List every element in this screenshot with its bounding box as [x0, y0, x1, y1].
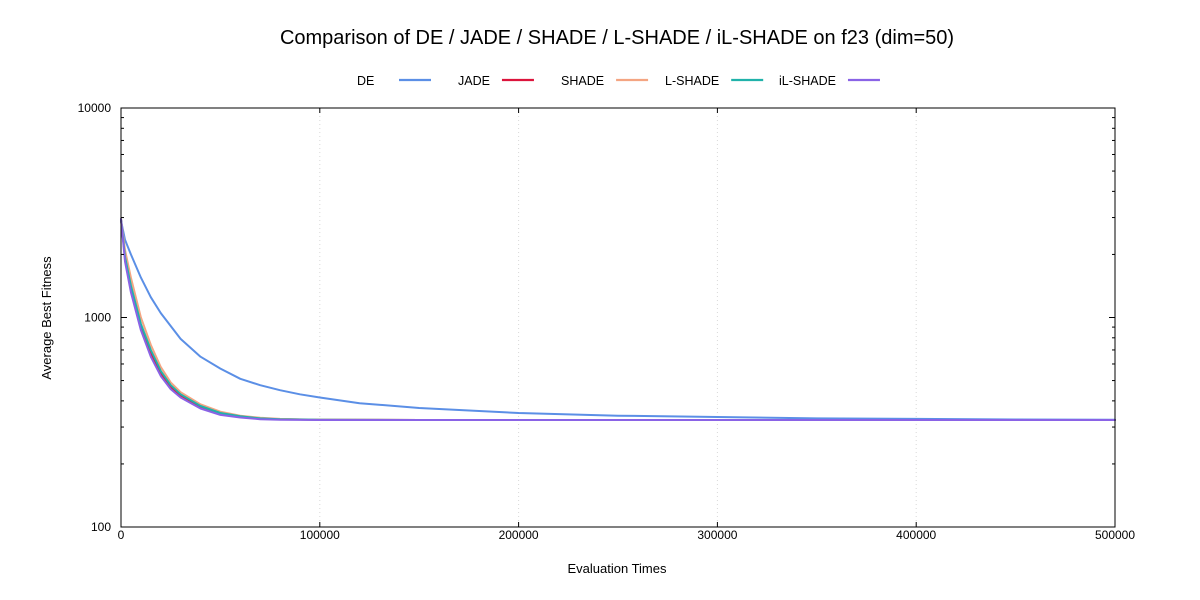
- series-line-shade: [120, 218, 1116, 421]
- x-tick-label: 0: [118, 528, 125, 542]
- chart-title: Comparison of DE / JADE / SHADE / L-SHAD…: [280, 27, 954, 49]
- legend-label-de: DE: [357, 74, 374, 88]
- legend-label-il-shade: iL-SHADE: [779, 74, 836, 88]
- legend: DE JADE SHADE L-SHADE iL-SHADE: [357, 74, 880, 88]
- series-line-de: [120, 219, 1116, 421]
- y-tick-label: 100: [91, 520, 111, 534]
- x-tick-label: 400000: [896, 528, 936, 542]
- y-tick-label: 10000: [78, 101, 112, 115]
- y-axis-label: Average Best Fitness: [39, 256, 54, 380]
- legend-label-jade: JADE: [458, 74, 490, 88]
- plot-series: [120, 218, 1116, 421]
- series-line-il-shade: [120, 218, 1116, 421]
- x-tick-label: 100000: [300, 528, 340, 542]
- legend-label-l-shade: L-SHADE: [665, 74, 719, 88]
- plot-frame: [120, 107, 1116, 528]
- x-tick-label: 500000: [1095, 528, 1135, 542]
- series-line-jade: [120, 218, 1116, 421]
- x-axis-label: Evaluation Times: [568, 561, 667, 576]
- grid-lines: [319, 108, 917, 527]
- x-tick-label: 200000: [499, 528, 539, 542]
- axis-ticks: 0 100000 200000 300000 400000 500000 100 1000 10…: [78, 101, 1136, 542]
- y-tick-label: 1000: [84, 311, 111, 325]
- x-tick-label: 300000: [697, 528, 737, 542]
- series-line-l-shade: [120, 218, 1116, 421]
- legend-label-shade: SHADE: [561, 74, 604, 88]
